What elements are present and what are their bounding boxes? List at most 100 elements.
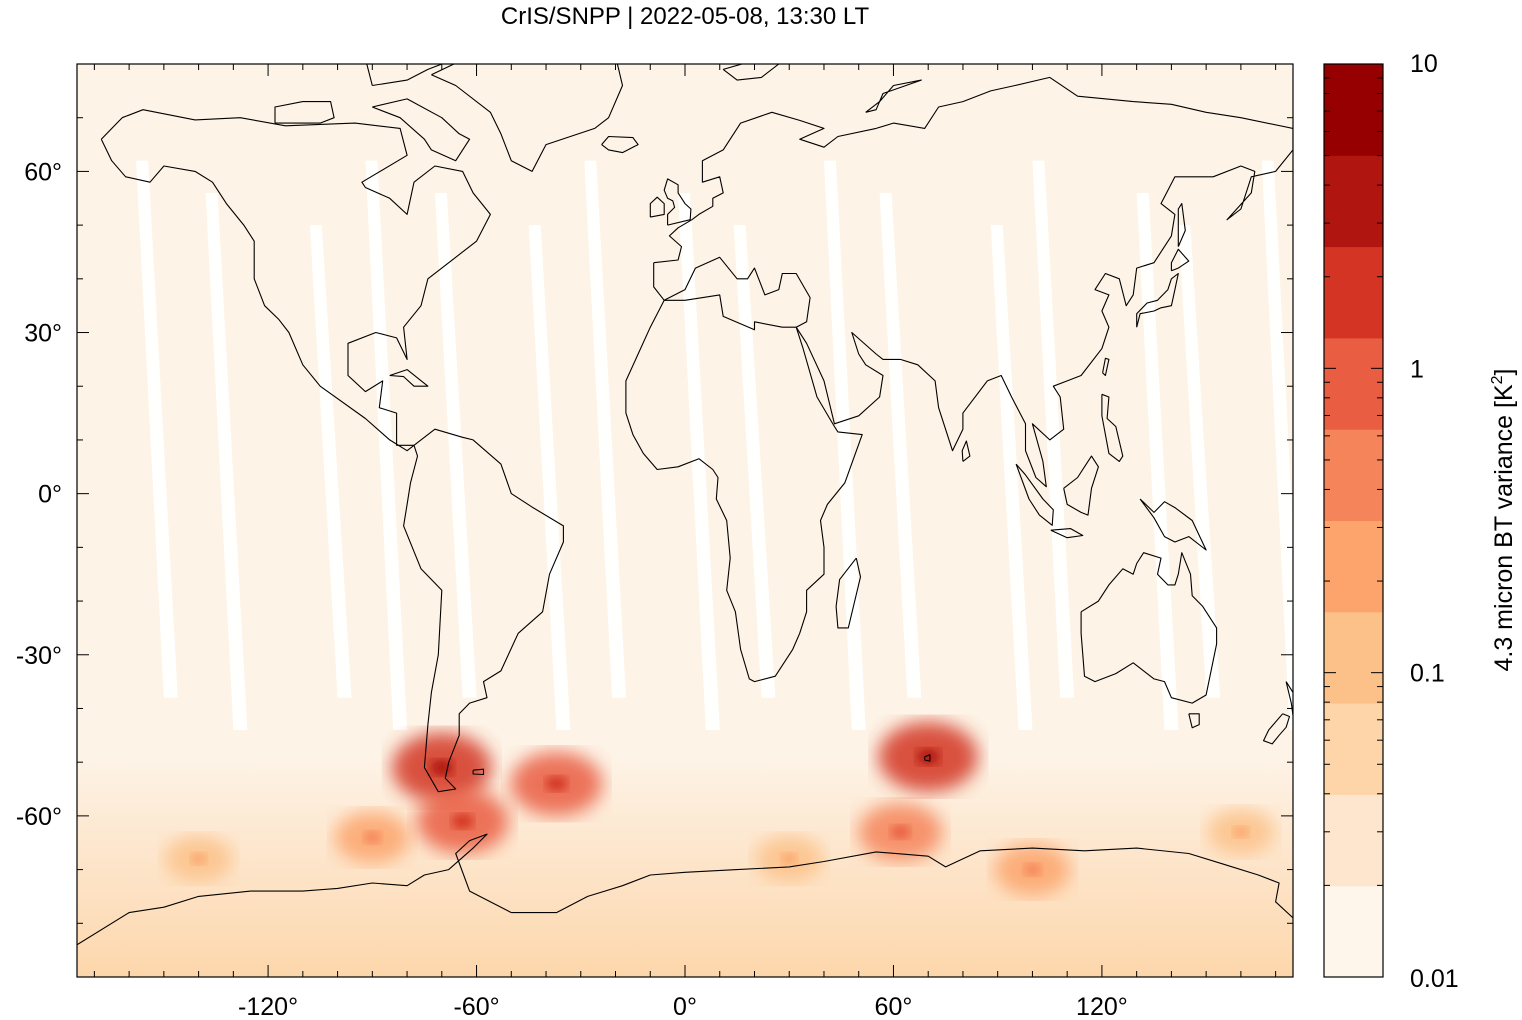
x-tick-label: -120°: [238, 993, 298, 1020]
x-axis-tick-labels: -120° -60° 0° 60° 120°: [238, 993, 1128, 1020]
orbit-gap-swath: [1136, 192, 1179, 730]
north-america-coast: [100, 109, 491, 452]
britain-coast: [663, 178, 692, 226]
colorbar-swatch: [1324, 885, 1383, 978]
orbit-gap-swath: [990, 225, 1033, 730]
colorbar-swatch: [1324, 246, 1383, 339]
colorbar-tick-labels: 10 1 0.1 0.01: [1410, 50, 1459, 993]
borneo-coast: [1063, 455, 1099, 516]
map-plot-area: [77, 64, 1293, 977]
variance-hotspot-core: [429, 759, 454, 776]
south-america-coast: [403, 428, 564, 793]
africa-coast: [625, 294, 863, 683]
colorbar-swatch: [1324, 611, 1383, 704]
japan-coast: [1136, 272, 1179, 328]
taiwan-coast: [1102, 357, 1110, 377]
x-tick-label: 60°: [875, 993, 913, 1020]
orbit-gap-swath: [678, 192, 720, 730]
orbit-gap-swath: [205, 192, 248, 730]
kerguelen-coast: [924, 754, 931, 762]
chart-title: CrIS/SNPP | 2022-05-08, 13:30 LT: [501, 3, 870, 30]
new-zealand-north-coast: [1285, 681, 1293, 717]
novaya-zemlya-coast: [865, 79, 922, 113]
y-tick-label: 60°: [24, 158, 62, 186]
new-zealand-south-coast: [1262, 713, 1291, 745]
y-axis-tick-labels: 60° 30° 0° -30° -60°: [16, 158, 62, 830]
y-tick-label: -60°: [16, 803, 62, 831]
orbit-gap-swath: [434, 192, 477, 698]
orbit-gap-swath: [365, 160, 408, 730]
colorbar-label: 4.3 micron BT variance [K2]: [1489, 368, 1518, 671]
variance-hotspot-core: [781, 853, 798, 865]
variance-hotspot-core: [451, 813, 474, 829]
orbit-gap-swath: [733, 225, 776, 698]
colorbar-swatch: [1324, 520, 1383, 613]
eurasia-coast: [653, 76, 1293, 488]
antarctica-coast: [77, 833, 1293, 946]
sri-lanka-coast: [961, 440, 971, 462]
java-coast: [1050, 528, 1084, 539]
orbit-gap-swath: [309, 225, 352, 698]
victoria-island-coast: [274, 101, 335, 124]
variance-hotspot-core: [545, 776, 568, 792]
orbit-gap-swath: [136, 160, 178, 698]
colorbar-swatch: [1324, 429, 1383, 521]
colorbar-label-superscript: 2: [1489, 375, 1506, 384]
variance-hotspot-core: [890, 824, 911, 839]
cuba-coast: [389, 369, 429, 387]
colorbar-swatch: [1324, 337, 1383, 430]
orbit-gap-swath: [823, 160, 866, 730]
colorbar-swatch: [1324, 155, 1383, 248]
colorbar-label-main: 4.3 micron BT variance [K: [1490, 384, 1518, 671]
x-tick-label: 0°: [673, 993, 697, 1020]
new-guinea-coast: [1139, 498, 1207, 551]
colorbar-frame: [1323, 63, 1384, 978]
orbit-gap-swath: [1032, 160, 1075, 698]
madagascar-coast: [835, 557, 862, 629]
southern-ocean-variance-band: [77, 760, 1293, 977]
variance-hotspot-core: [1232, 826, 1249, 838]
y-tick-label: 0°: [38, 481, 62, 509]
x-tick-label: 120°: [1076, 993, 1128, 1020]
ireland-coast: [649, 196, 665, 218]
philippines-coast: [1101, 393, 1124, 462]
ellesmere-coast: [366, 64, 444, 87]
colorbar-tick-label: 0.1: [1410, 660, 1445, 688]
orbit-gap-swath: [879, 192, 922, 698]
colorbar: [1324, 64, 1383, 978]
orbit-gap-swath: [584, 160, 627, 698]
orbit-gap-swath: [528, 225, 571, 730]
colorbar-tick-label: 10: [1410, 50, 1438, 78]
australia-coast: [1080, 552, 1218, 704]
colorbar-tick-label: 1: [1410, 355, 1424, 383]
colorbar-swatch: [1324, 64, 1383, 156]
colorbar-label-suffix: ]: [1490, 368, 1518, 375]
colorbar-tick-label: 0.01: [1410, 965, 1459, 993]
hokkaido-coast: [1170, 248, 1190, 272]
y-tick-label: 30°: [24, 320, 62, 348]
colorbar-swatch: [1324, 703, 1383, 795]
orbit-gap-swath: [1178, 225, 1221, 698]
variance-hotspot-core: [1023, 863, 1042, 876]
variance-hotspot-core: [363, 830, 382, 844]
tasmania-coast: [1188, 713, 1200, 729]
variance-hotspot-core: [190, 853, 207, 865]
axis-ticks: [77, 63, 1293, 977]
iceland-coast: [601, 135, 639, 154]
svalbard-coast: [722, 64, 780, 81]
colorbar-swatch: [1324, 794, 1383, 887]
colorbar-ticks: [1324, 63, 1383, 978]
baffin-coast: [372, 98, 471, 162]
greenland-coast: [431, 64, 624, 172]
sakhalin-coast: [1177, 203, 1186, 247]
orbit-gap-swath: [1261, 160, 1293, 730]
falklands-coast: [472, 768, 485, 776]
x-tick-label: -60°: [453, 993, 499, 1020]
sumatra-coast: [1015, 463, 1054, 526]
variance-hotspot-core: [916, 748, 941, 766]
y-tick-label: -30°: [16, 642, 62, 670]
orbit-gap-swaths: [136, 160, 1293, 730]
variance-hotspots: [164, 721, 1275, 896]
coastlines: [77, 64, 1293, 946]
